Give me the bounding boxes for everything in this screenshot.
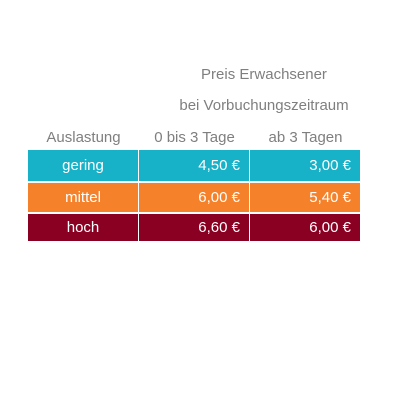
row-label: hoch [28, 214, 138, 241]
row-label: mittel [28, 183, 138, 212]
table-subtitle: bei Vorbuchungszeitraum [179, 97, 349, 114]
table-row: mittel 6,00 €5,40 € [28, 183, 360, 212]
table-row: gering 4,50 €3,00 € [28, 150, 360, 181]
column-header: 0 bis 3 Tage [154, 129, 235, 146]
price-cell: 3,00 € [250, 150, 360, 181]
price-cell: 6,00 € [139, 183, 249, 212]
price-cell: 6,00 € [250, 214, 360, 241]
row-label: gering [28, 150, 138, 181]
price-cell: 5,40 € [250, 183, 360, 212]
price-cell: 6,60 € [139, 214, 249, 241]
column-header: Auslastung [46, 129, 121, 146]
table-row: hoch 6,60 €6,00 € [28, 214, 360, 241]
column-header: ab 3 Tagen [268, 129, 343, 146]
table-title: Preis Erwachsener [201, 66, 327, 83]
price-cell: 4,50 € [139, 150, 249, 181]
